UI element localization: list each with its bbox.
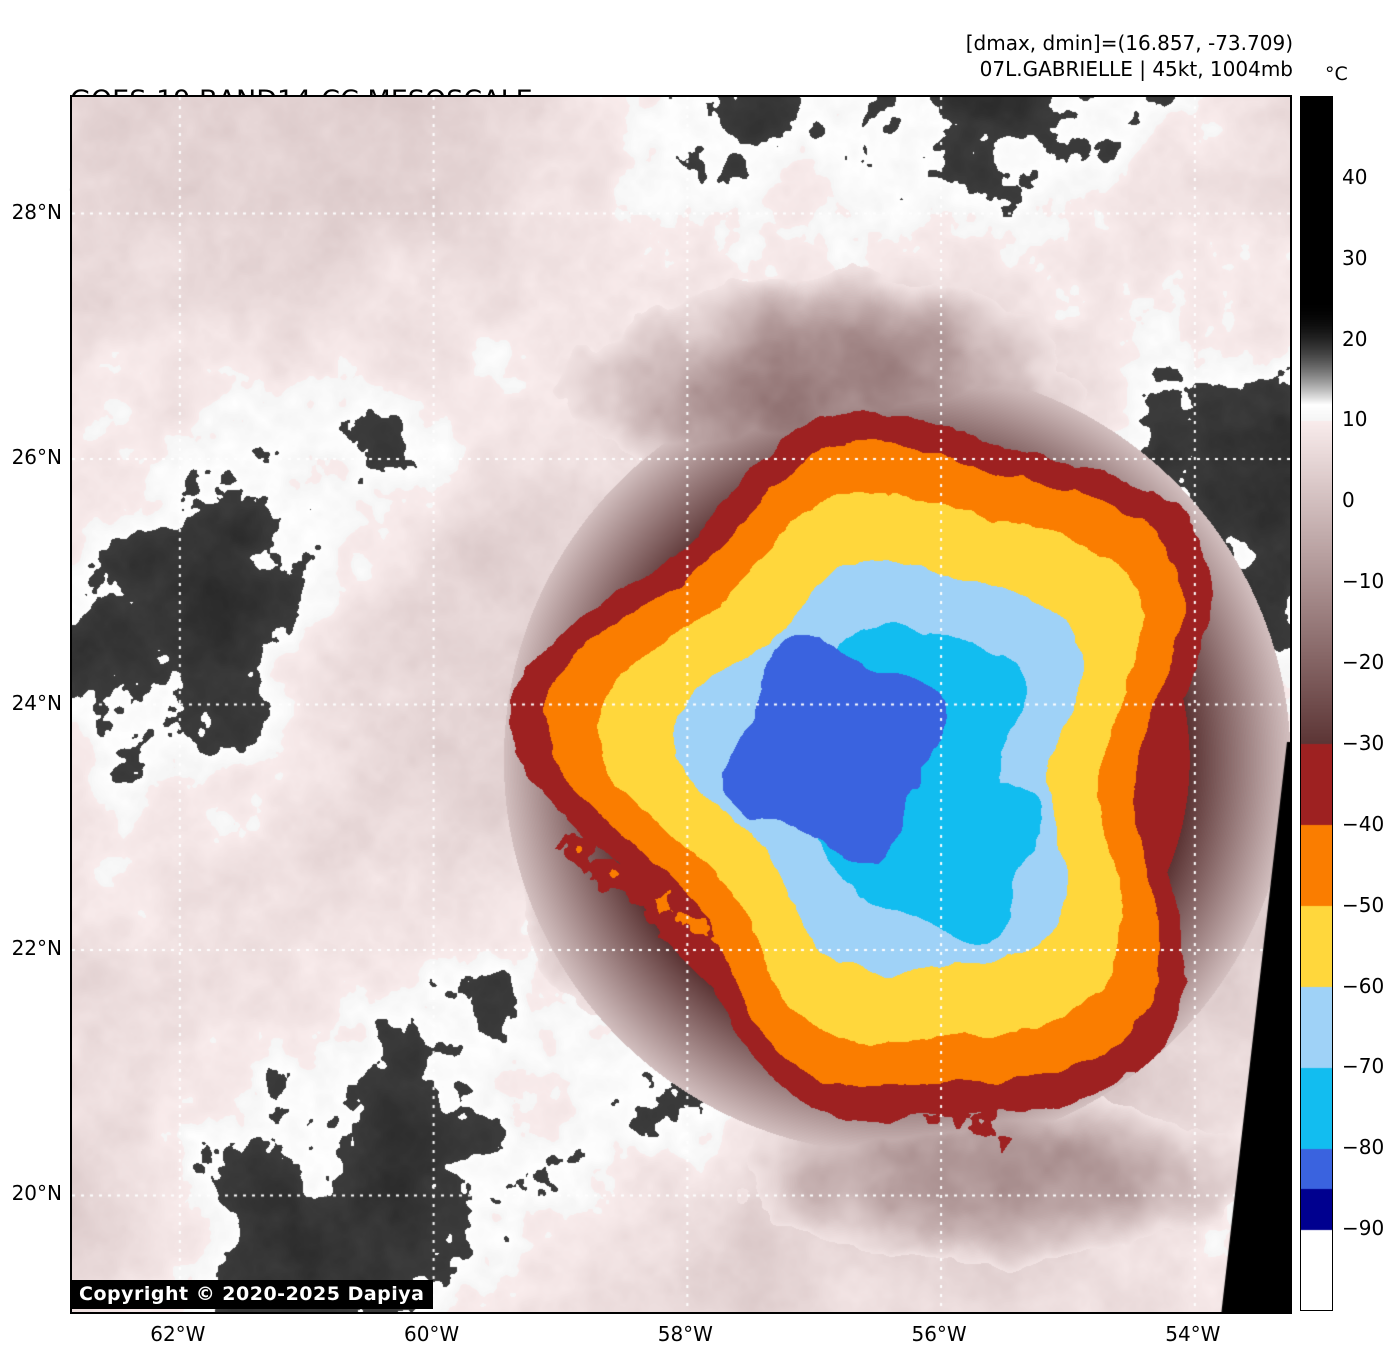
colorbar-tick-label: −20 (1342, 650, 1385, 675)
colorbar-tick-label: −80 (1342, 1135, 1385, 1160)
x-axis-tick-label: 62°W (150, 1322, 206, 1346)
colorbar-tick-label: 10 (1342, 407, 1368, 432)
colorbar-tick-label: −10 (1342, 569, 1385, 594)
copyright-watermark: Copyright © 2020-2025 Dapiya (70, 1280, 434, 1309)
colorbar-tick-label: 0 (1342, 488, 1355, 513)
colorbar-tick-label: 30 (1342, 245, 1368, 270)
x-axis-tick-label: 58°W (657, 1322, 713, 1346)
x-axis-tick-label: 60°W (403, 1322, 460, 1346)
y-axis-tick-label: 26°N (11, 445, 62, 470)
colorbar-tick-label: −30 (1342, 730, 1385, 755)
satellite-image-plot (70, 95, 1292, 1314)
x-axis-tick-label: 56°W (911, 1322, 967, 1346)
colorbar-tick-label: −90 (1342, 1216, 1385, 1241)
y-axis-tick-label: 28°N (11, 199, 62, 224)
colorbar-tick-label: −70 (1342, 1054, 1385, 1079)
y-axis-tick-label: 22°N (11, 935, 62, 960)
colorbar-canvas (1301, 97, 1332, 1310)
colorbar-tick-label: −40 (1342, 811, 1385, 836)
colorbar (1300, 96, 1333, 1311)
colorbar-tick-label: 40 (1342, 164, 1368, 189)
colorbar-tick-label: −50 (1342, 892, 1385, 917)
y-axis-tick-label: 24°N (11, 690, 62, 715)
annotation-block: [dmax, dmin]=(16.857, -73.709) 07L.GABRI… (966, 30, 1293, 82)
colorbar-tick-label: 20 (1342, 326, 1368, 351)
satellite-imagery-canvas (72, 97, 1290, 1312)
colorbar-tick-label: −60 (1342, 973, 1385, 998)
storm-annotation: 07L.GABRIELLE | 45kt, 1004mb (979, 57, 1293, 81)
colorbar-unit-label: °C (1325, 63, 1348, 85)
y-axis-tick-label: 20°N (11, 1181, 62, 1206)
dminmax-annotation: [dmax, dmin]=(16.857, -73.709) (965, 31, 1293, 55)
x-axis-tick-label: 54°W (1165, 1322, 1221, 1346)
